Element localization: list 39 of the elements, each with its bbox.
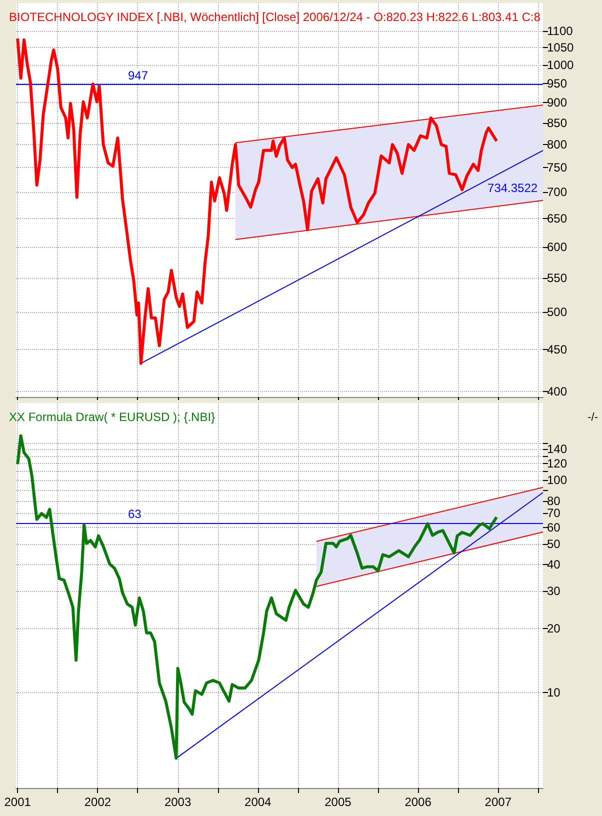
x-tick-label: 2005 <box>324 795 352 809</box>
y-tick-label: 70 <box>547 506 561 520</box>
y-tick-label: 40 <box>547 558 561 572</box>
y-tick-label: 1100 <box>547 24 574 38</box>
y-tick-label: 30 <box>547 584 561 598</box>
y-tick-label: 500 <box>547 305 568 320</box>
y-tick-label: 850 <box>547 116 568 130</box>
y-tick-label: 80 <box>547 494 561 508</box>
y-tick-label: 800 <box>547 138 568 152</box>
y-tick-label: 1050 <box>547 40 574 55</box>
y-tick-label: 100 <box>547 473 568 488</box>
ref-line-label: 947 <box>128 68 148 82</box>
text: XX Formula Draw( * EURUSD ); {.NBI} <box>9 410 216 424</box>
y-tick-label: 650 <box>547 212 568 226</box>
x-tick-label: 2006 <box>404 795 432 809</box>
y-tick-label: 400 <box>547 384 568 399</box>
x-tick-label: 2001 <box>4 795 32 809</box>
x-tick-label: 2007 <box>484 795 512 809</box>
y-tick-label: 50 <box>547 537 561 552</box>
y-tick-label: 10 <box>547 686 561 700</box>
y-tick-label: 140 <box>547 442 568 456</box>
y-tick-label: 550 <box>547 271 568 286</box>
y-tick-label: 750 <box>547 160 568 175</box>
y-tick-label: 20 <box>547 622 561 636</box>
annotation: 734.3522 <box>488 181 538 196</box>
ref-line-label: 63 <box>128 506 142 521</box>
y-tick-label: 60 <box>547 520 561 534</box>
y-tick-label: 600 <box>547 240 568 254</box>
y-tick-label: 1000 <box>547 58 574 72</box>
y-tick-label: 120 <box>547 456 568 470</box>
text: -/- <box>588 412 598 424</box>
y-tick-label: 700 <box>547 185 568 200</box>
y-tick-label: 900 <box>547 96 568 110</box>
x-tick-label: 2003 <box>164 795 192 809</box>
x-tick-label: 2004 <box>244 795 272 809</box>
y-tick-label: 450 <box>547 342 568 357</box>
x-tick-label: 2002 <box>84 795 112 809</box>
text: BIOTECHNOLOGY INDEX [.NBI, Wöchentlich] [Close] 2006/12/24 - O:820.23 H:822.6 L:803.41 C:8 <box>9 10 541 24</box>
y-tick-label: 950 <box>547 76 568 90</box>
